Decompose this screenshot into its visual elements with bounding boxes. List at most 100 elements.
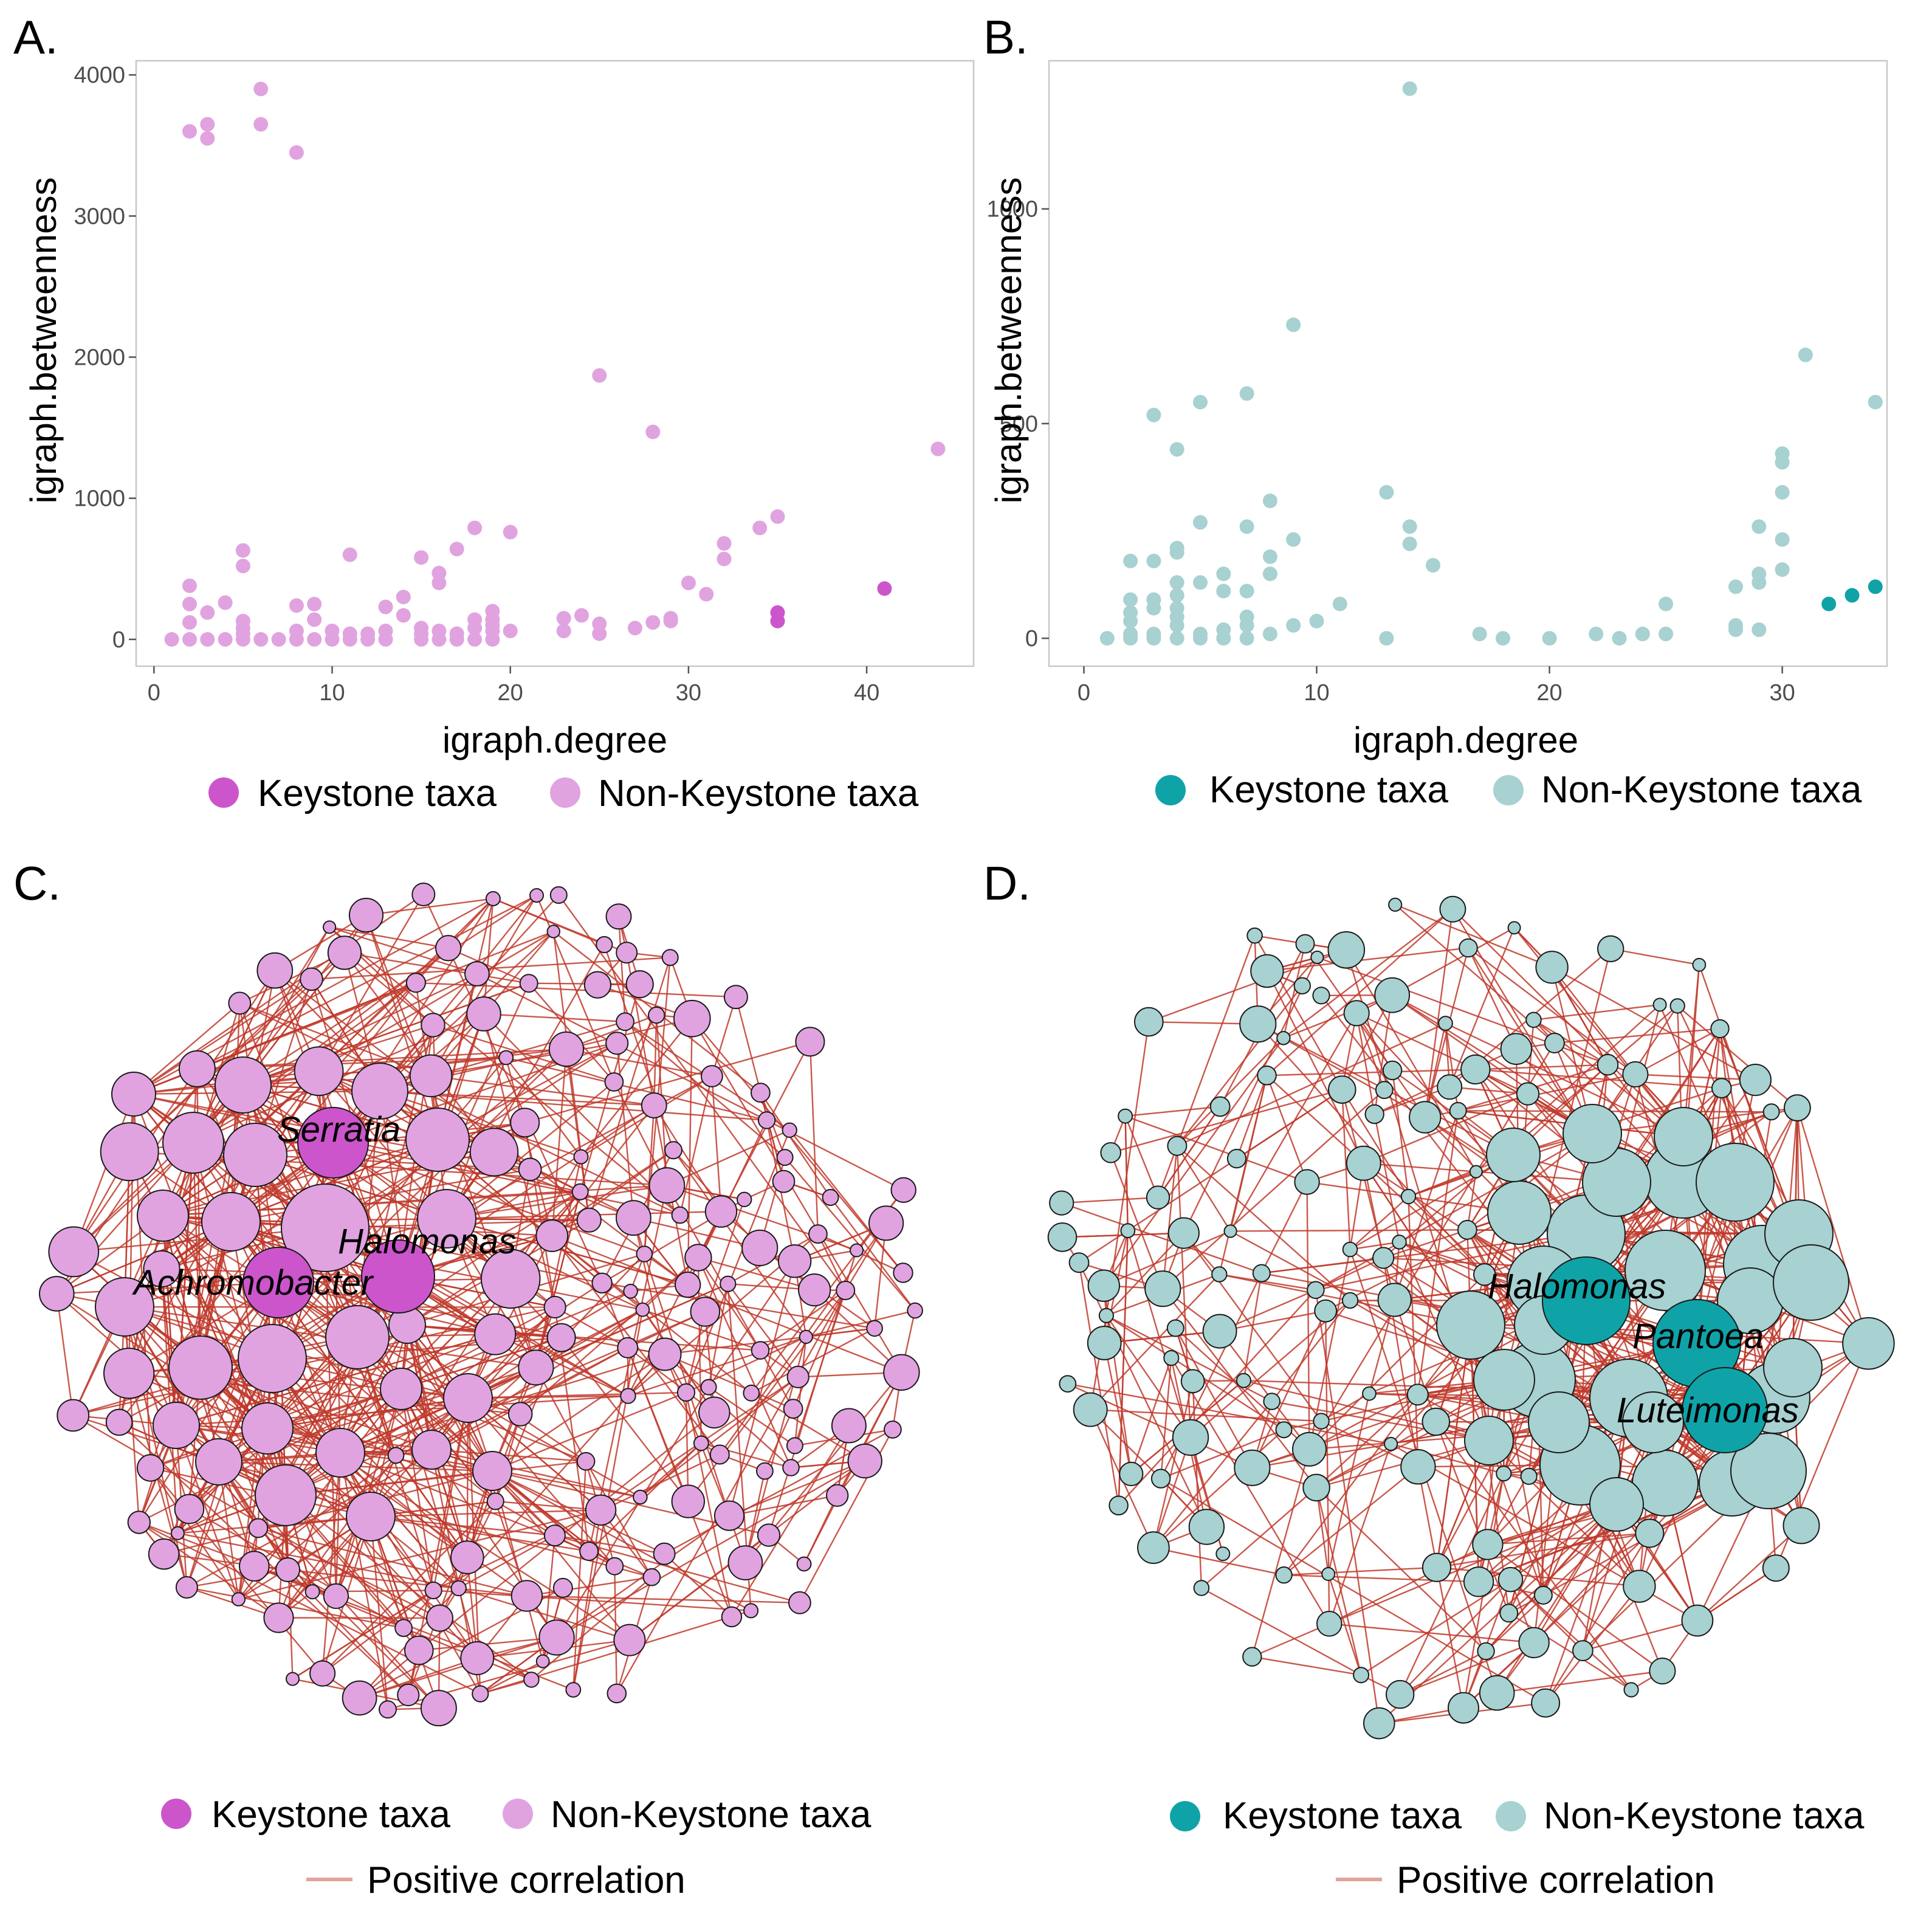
panel-c-node [256,952,294,989]
panel-c-node [571,1183,589,1200]
panel-c-node [890,1177,916,1204]
panel-d-node [1250,954,1284,988]
panel-c-node [676,1383,696,1402]
panel-d-node [1472,1529,1504,1560]
panel-b-nonkeystone-point [1169,588,1184,603]
panel-a-nonkeystone-point [592,368,607,383]
panel-d-edge [1527,1019,1535,1094]
panel-d-node [1479,1675,1515,1711]
panel-c-edge [321,1589,434,1675]
panel-d-edge [1796,1107,1869,1344]
panel-d-node [1234,1449,1271,1486]
panel-c-edge [56,1293,74,1416]
panel-c-node [294,1046,344,1097]
panel-d-node [1137,1531,1170,1565]
panel-d-node [1535,951,1569,984]
panel-d-node [1362,1386,1377,1401]
panel-c-node [850,1243,864,1258]
panel-c-edge [704,1199,745,1312]
panel-d-edge [1374,1086,1450,1115]
panel-d-edge [1487,1544,1663,1672]
panel-b-nonkeystone-point [1659,596,1674,611]
panel-d-node [1275,1566,1293,1584]
panel-c-edge [278,1617,440,1619]
panel-d-edge [1090,1273,1220,1410]
panel-d-node [1406,1383,1429,1406]
panel-c-edge [483,1013,625,1023]
panel-a-plot-frame [135,60,975,667]
panel-c-node [548,1031,585,1067]
panel-a-nonkeystone-point [396,608,411,623]
panel-d-edge [1321,1421,1418,1468]
panel-a-nonkeystone-point [467,621,483,636]
panel-d-node [1073,1392,1108,1427]
panel-c-node [263,1602,294,1633]
panel-c-edge [239,1002,431,1077]
panel-c-edge [133,1002,241,1095]
panel-d-edge [1475,1064,1608,1070]
panel-d-node [1623,1569,1656,1603]
panel-c-edge [560,1337,689,1502]
panel-c-edge [729,1495,837,1517]
panel-a-x-tick-label: 0 [148,680,160,706]
panel-d-edge [1394,1300,1437,1422]
panel-a-nonkeystone-point [342,547,357,562]
panel-c-edge [784,1157,916,1311]
panel-a-nonkeystone-point [681,576,696,590]
panel-c-edge [366,898,493,916]
panel-d-node [1295,934,1315,954]
panel-c-edge [711,996,737,1076]
panel-c-node [831,1408,867,1444]
panel-a-nonkeystone-point [271,632,286,647]
panel-a-nonkeystone-point [289,632,304,647]
panel-c-edge [483,898,494,1014]
panel-a-y-tick-label: 3000 [74,204,125,229]
panel-b-nonkeystone-point [1426,558,1440,573]
panel-c-node [782,1459,800,1476]
panel-a-x-tick-label: 30 [676,680,701,706]
panel-d-node [1364,1104,1384,1124]
panel-c-edge [727,1283,799,1378]
panel-d-node [1464,1416,1514,1465]
panel-c-edge [588,957,671,1221]
panel-d-node [1421,1407,1451,1436]
panel-c-edge [370,1509,601,1518]
panel-c-edge [365,915,439,1140]
panel-c-edge [789,1129,904,1273]
panel-c-edge [325,1042,617,1229]
panel-c-edge [664,1354,731,1517]
panel-d-edge [1105,1021,1150,1316]
panel-c-edge [239,952,345,1004]
panel-b-nonkeystone-point [1099,631,1115,646]
panel-b-nonkeystone-point [1379,631,1394,646]
panel-d-node [1624,1230,1706,1311]
panel-d-node [1047,1222,1078,1252]
panel-d-node [1439,895,1466,923]
panel-c-edge [524,1041,811,1124]
panel-c-node [472,1685,489,1703]
panel-c-label-halomonas: Halomonas [338,1222,516,1261]
panel-d-node [1635,1518,1665,1548]
panel-b-nonkeystone-point [1402,81,1417,96]
panel-d-node [1382,1060,1403,1081]
panel-a-letter: A. [13,10,58,64]
panel-c-node [174,1493,205,1524]
panel-c-node [57,1399,90,1432]
panel-c-node [143,1250,180,1288]
panel-b-nonkeystone-point [1146,407,1161,422]
panel-a-nonkeystone-point [645,424,661,439]
panel-c-node [756,1462,774,1480]
panel-d-node [1310,950,1324,965]
panel-c-node [868,1205,904,1241]
panel-c-edge [572,1461,587,1690]
panel-a-nonkeystone-point [503,624,518,638]
panel-d-edge [1552,966,1756,1081]
panel-d-node [1172,1419,1209,1456]
panel-c-edge [760,1092,831,1198]
panel-d-edge [1177,1022,1446,1147]
panel-d-node [1773,1244,1849,1321]
panel-c-node [519,974,538,993]
panel-d-edge [1316,1487,1487,1652]
panel-c-node [255,1464,317,1526]
panel-a-nonkeystone-point [645,615,661,630]
